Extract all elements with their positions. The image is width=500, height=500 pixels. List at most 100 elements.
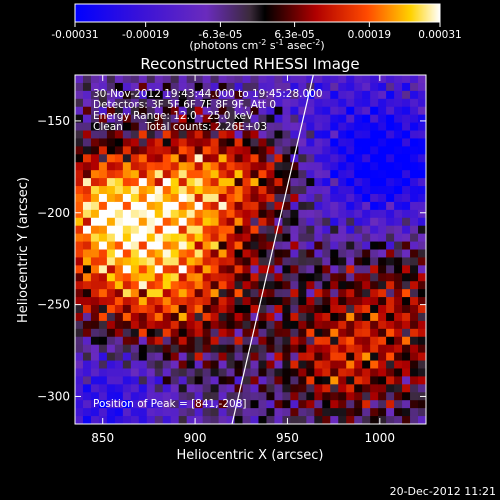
heatmap-cell bbox=[138, 257, 148, 266]
heatmap-cell bbox=[314, 257, 323, 266]
heatmap-cell bbox=[210, 336, 220, 346]
heatmap-cell bbox=[186, 376, 196, 385]
heatmap-cell bbox=[114, 193, 124, 203]
heatmap-cell bbox=[386, 344, 395, 354]
heatmap-cell bbox=[370, 384, 379, 393]
heatmap-cell bbox=[226, 265, 236, 274]
heatmap-cell bbox=[298, 122, 307, 132]
heatmap-cell bbox=[250, 400, 260, 409]
heatmap-cell bbox=[202, 297, 212, 306]
heatmap-cell bbox=[418, 368, 426, 378]
heatmap-cell bbox=[258, 249, 268, 259]
heatmap-cell bbox=[202, 217, 212, 227]
heatmap-cell bbox=[322, 98, 331, 108]
heatmap-cell bbox=[298, 368, 307, 378]
heatmap-cell bbox=[410, 82, 419, 92]
heatmap-cell bbox=[330, 416, 339, 424]
heatmap-cell bbox=[314, 281, 323, 290]
heatmap-cell bbox=[98, 233, 108, 243]
heatmap-cell bbox=[354, 352, 363, 362]
heatmap-cell bbox=[410, 106, 419, 116]
heatmap-cell bbox=[378, 75, 387, 84]
heatmap-cell bbox=[122, 289, 132, 298]
heatmap-cell bbox=[82, 392, 92, 401]
heatmap-cell bbox=[202, 352, 212, 362]
heatmap-cell bbox=[298, 98, 307, 108]
heatmap-cell bbox=[178, 90, 188, 100]
heatmap-cell bbox=[242, 360, 252, 370]
heatmap-cell bbox=[306, 265, 315, 274]
heatmap-cell bbox=[218, 82, 228, 92]
heatmap-cell bbox=[90, 82, 100, 92]
heatmap-cell bbox=[234, 146, 244, 155]
heatmap-cell bbox=[122, 217, 132, 227]
heatmap-cell bbox=[186, 154, 196, 163]
heatmap-cell bbox=[186, 122, 196, 132]
heatmap-cell bbox=[250, 75, 260, 84]
heatmap-cell bbox=[242, 170, 252, 179]
heatmap-cell bbox=[242, 249, 252, 259]
heatmap-cell bbox=[154, 352, 164, 362]
heatmap-cell bbox=[114, 344, 124, 354]
heatmap-cell bbox=[378, 392, 387, 401]
heatmap-cell bbox=[234, 201, 244, 211]
heatmap-cell bbox=[378, 265, 387, 274]
heatmap-cell bbox=[82, 209, 92, 219]
heatmap-cell bbox=[122, 138, 132, 147]
heatmap-cell bbox=[218, 217, 228, 227]
heatmap-cell bbox=[386, 170, 395, 179]
heatmap-cell bbox=[290, 297, 299, 306]
heatmap-cell bbox=[306, 130, 315, 140]
heatmap-cell bbox=[218, 328, 228, 338]
heatmap-cell bbox=[226, 376, 236, 385]
heatmap-cell bbox=[90, 360, 100, 370]
heatmap-cell bbox=[90, 344, 100, 354]
heatmap-cell bbox=[338, 344, 347, 354]
heatmap-cell bbox=[154, 297, 164, 306]
heatmap-cell bbox=[330, 106, 339, 116]
heatmap-cell bbox=[98, 312, 108, 322]
heatmap-cell bbox=[338, 320, 347, 330]
heatmap-cell bbox=[386, 273, 395, 282]
heatmap-cell bbox=[98, 217, 108, 227]
heatmap-cell bbox=[330, 368, 339, 378]
heatmap-cell bbox=[298, 138, 307, 147]
heatmap-cell bbox=[306, 312, 315, 322]
heatmap-cell bbox=[114, 281, 124, 290]
heatmap-cell bbox=[138, 281, 148, 290]
heatmap-cell bbox=[394, 90, 403, 100]
heatmap-cell bbox=[298, 392, 307, 401]
heatmap-cell bbox=[226, 154, 236, 163]
heatmap-cell bbox=[330, 178, 339, 187]
heatmap-cell bbox=[394, 209, 403, 219]
heatmap-cell bbox=[378, 360, 387, 370]
heatmap-cell bbox=[346, 297, 355, 306]
heatmap-cell bbox=[170, 408, 180, 417]
heatmap-cell bbox=[282, 146, 291, 155]
heatmap-cell bbox=[418, 336, 426, 346]
heatmap-cell bbox=[226, 312, 236, 322]
heatmap-cell bbox=[162, 209, 172, 219]
heatmap-cell bbox=[370, 312, 379, 322]
heatmap-cell bbox=[266, 154, 276, 163]
heatmap-cell bbox=[330, 225, 339, 235]
heatmap-cell bbox=[266, 75, 276, 84]
heatmap-cell bbox=[418, 233, 426, 243]
heatmap-cell bbox=[250, 297, 260, 306]
heatmap-cell bbox=[338, 170, 347, 179]
heatmap-cell bbox=[386, 209, 395, 219]
heatmap-cell bbox=[282, 122, 291, 132]
heatmap-cell bbox=[330, 130, 339, 140]
heatmap-cell bbox=[234, 257, 244, 266]
heatmap-cell bbox=[322, 297, 331, 306]
heatmap-cell bbox=[402, 225, 411, 235]
heatmap-cell bbox=[218, 376, 228, 385]
heatmap-cell bbox=[210, 225, 220, 235]
heatmap-cell bbox=[394, 344, 403, 354]
heatmap-cell bbox=[378, 98, 387, 108]
heatmap-cell bbox=[106, 257, 116, 266]
colorbar-unit-exp2: -1 bbox=[276, 38, 284, 47]
heatmap-cell bbox=[226, 122, 236, 132]
heatmap-cell bbox=[394, 162, 403, 171]
